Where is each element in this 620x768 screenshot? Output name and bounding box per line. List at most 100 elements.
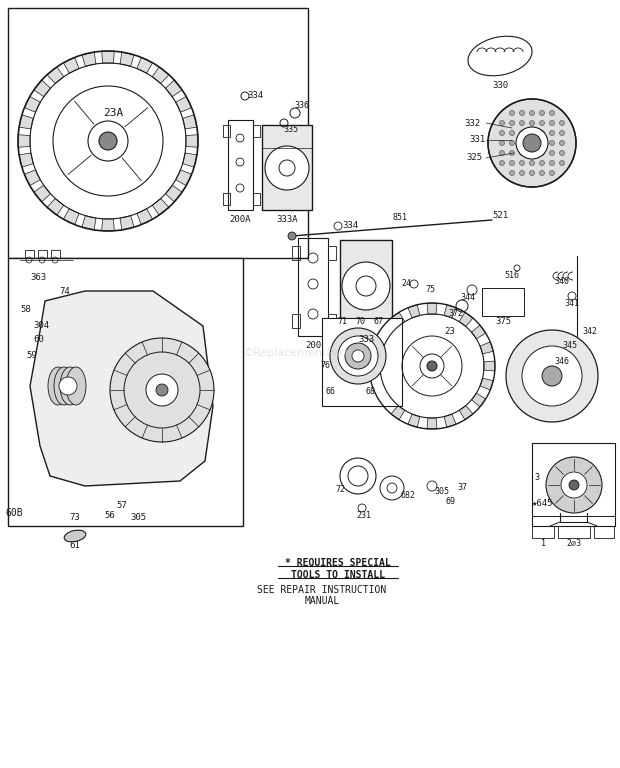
Text: 56: 56 — [105, 511, 115, 521]
Text: MANUAL: MANUAL — [304, 596, 340, 606]
Bar — [340, 240, 392, 330]
Circle shape — [520, 170, 525, 176]
Polygon shape — [183, 115, 197, 129]
Polygon shape — [408, 414, 420, 427]
Circle shape — [510, 151, 515, 155]
Circle shape — [520, 151, 525, 155]
Text: 334: 334 — [342, 221, 358, 230]
Text: 61: 61 — [69, 541, 81, 551]
Text: 333: 333 — [358, 335, 374, 343]
Text: 23A: 23A — [103, 108, 123, 118]
Bar — [51, 250, 60, 270]
Polygon shape — [427, 418, 437, 429]
Circle shape — [539, 121, 544, 125]
Bar — [262, 125, 312, 210]
Polygon shape — [18, 134, 30, 147]
Bar — [328, 314, 336, 328]
Bar — [558, 526, 590, 538]
Polygon shape — [24, 97, 40, 112]
Polygon shape — [19, 153, 33, 167]
Polygon shape — [444, 305, 456, 318]
Ellipse shape — [64, 530, 86, 542]
Polygon shape — [47, 198, 64, 215]
Circle shape — [510, 170, 515, 176]
Text: ©ReplacementParts.com: ©ReplacementParts.com — [242, 348, 382, 358]
Polygon shape — [484, 361, 495, 371]
Text: 334: 334 — [247, 91, 263, 101]
Circle shape — [510, 141, 515, 145]
Ellipse shape — [48, 367, 68, 405]
Circle shape — [529, 121, 534, 125]
Text: ★645: ★645 — [531, 499, 553, 508]
Polygon shape — [63, 58, 79, 73]
Text: 200A: 200A — [229, 214, 250, 223]
Circle shape — [345, 343, 371, 369]
Text: 345: 345 — [562, 342, 577, 350]
Circle shape — [549, 151, 554, 155]
Circle shape — [427, 361, 437, 371]
Polygon shape — [427, 303, 437, 314]
Bar — [223, 125, 230, 137]
Polygon shape — [444, 414, 456, 427]
Circle shape — [561, 472, 587, 498]
Text: 76: 76 — [320, 362, 330, 370]
Bar — [25, 250, 34, 270]
Text: TOOLS TO INSTALL: TOOLS TO INSTALL — [291, 570, 385, 580]
Text: 37: 37 — [457, 484, 467, 492]
Polygon shape — [120, 216, 134, 230]
Text: 682: 682 — [401, 492, 415, 501]
Circle shape — [99, 132, 117, 150]
Circle shape — [539, 131, 544, 135]
Text: 71: 71 — [337, 316, 347, 326]
Text: 74: 74 — [60, 287, 71, 296]
Text: SEE REPAIR INSTRUCTION: SEE REPAIR INSTRUCTION — [257, 585, 387, 595]
Polygon shape — [30, 291, 213, 486]
Polygon shape — [19, 115, 33, 129]
Circle shape — [520, 121, 525, 125]
Text: 336: 336 — [294, 101, 309, 111]
Polygon shape — [369, 361, 380, 371]
Polygon shape — [102, 219, 114, 230]
Text: 3: 3 — [534, 474, 539, 482]
Polygon shape — [153, 198, 169, 215]
Circle shape — [146, 374, 178, 406]
Circle shape — [559, 151, 564, 155]
Text: 333A: 333A — [277, 214, 298, 223]
Text: 330: 330 — [492, 81, 508, 91]
Polygon shape — [371, 342, 384, 354]
Circle shape — [549, 111, 554, 115]
Polygon shape — [408, 305, 420, 318]
Circle shape — [542, 366, 562, 386]
Bar — [322, 318, 402, 406]
Polygon shape — [34, 80, 51, 97]
Text: 344: 344 — [461, 293, 476, 303]
Text: 72: 72 — [335, 485, 345, 495]
Text: 521: 521 — [492, 210, 508, 220]
Circle shape — [546, 457, 602, 513]
Circle shape — [549, 161, 554, 165]
Text: 375: 375 — [495, 317, 511, 326]
Polygon shape — [472, 325, 485, 339]
Text: 73: 73 — [69, 514, 81, 522]
Circle shape — [529, 151, 534, 155]
Circle shape — [510, 111, 515, 115]
Polygon shape — [102, 51, 114, 63]
Polygon shape — [391, 313, 405, 326]
Circle shape — [539, 141, 544, 145]
Bar — [594, 526, 614, 538]
Bar — [8, 258, 243, 526]
Polygon shape — [24, 170, 40, 186]
Circle shape — [539, 161, 544, 165]
Circle shape — [522, 346, 582, 406]
Text: 341: 341 — [564, 299, 580, 307]
Text: 66: 66 — [325, 388, 335, 396]
Polygon shape — [120, 52, 134, 66]
Bar — [292, 246, 300, 260]
Bar — [8, 8, 308, 258]
Circle shape — [520, 111, 525, 115]
Circle shape — [510, 121, 515, 125]
Polygon shape — [153, 67, 169, 84]
Circle shape — [330, 328, 386, 384]
Circle shape — [539, 151, 544, 155]
Text: 363: 363 — [30, 273, 46, 283]
